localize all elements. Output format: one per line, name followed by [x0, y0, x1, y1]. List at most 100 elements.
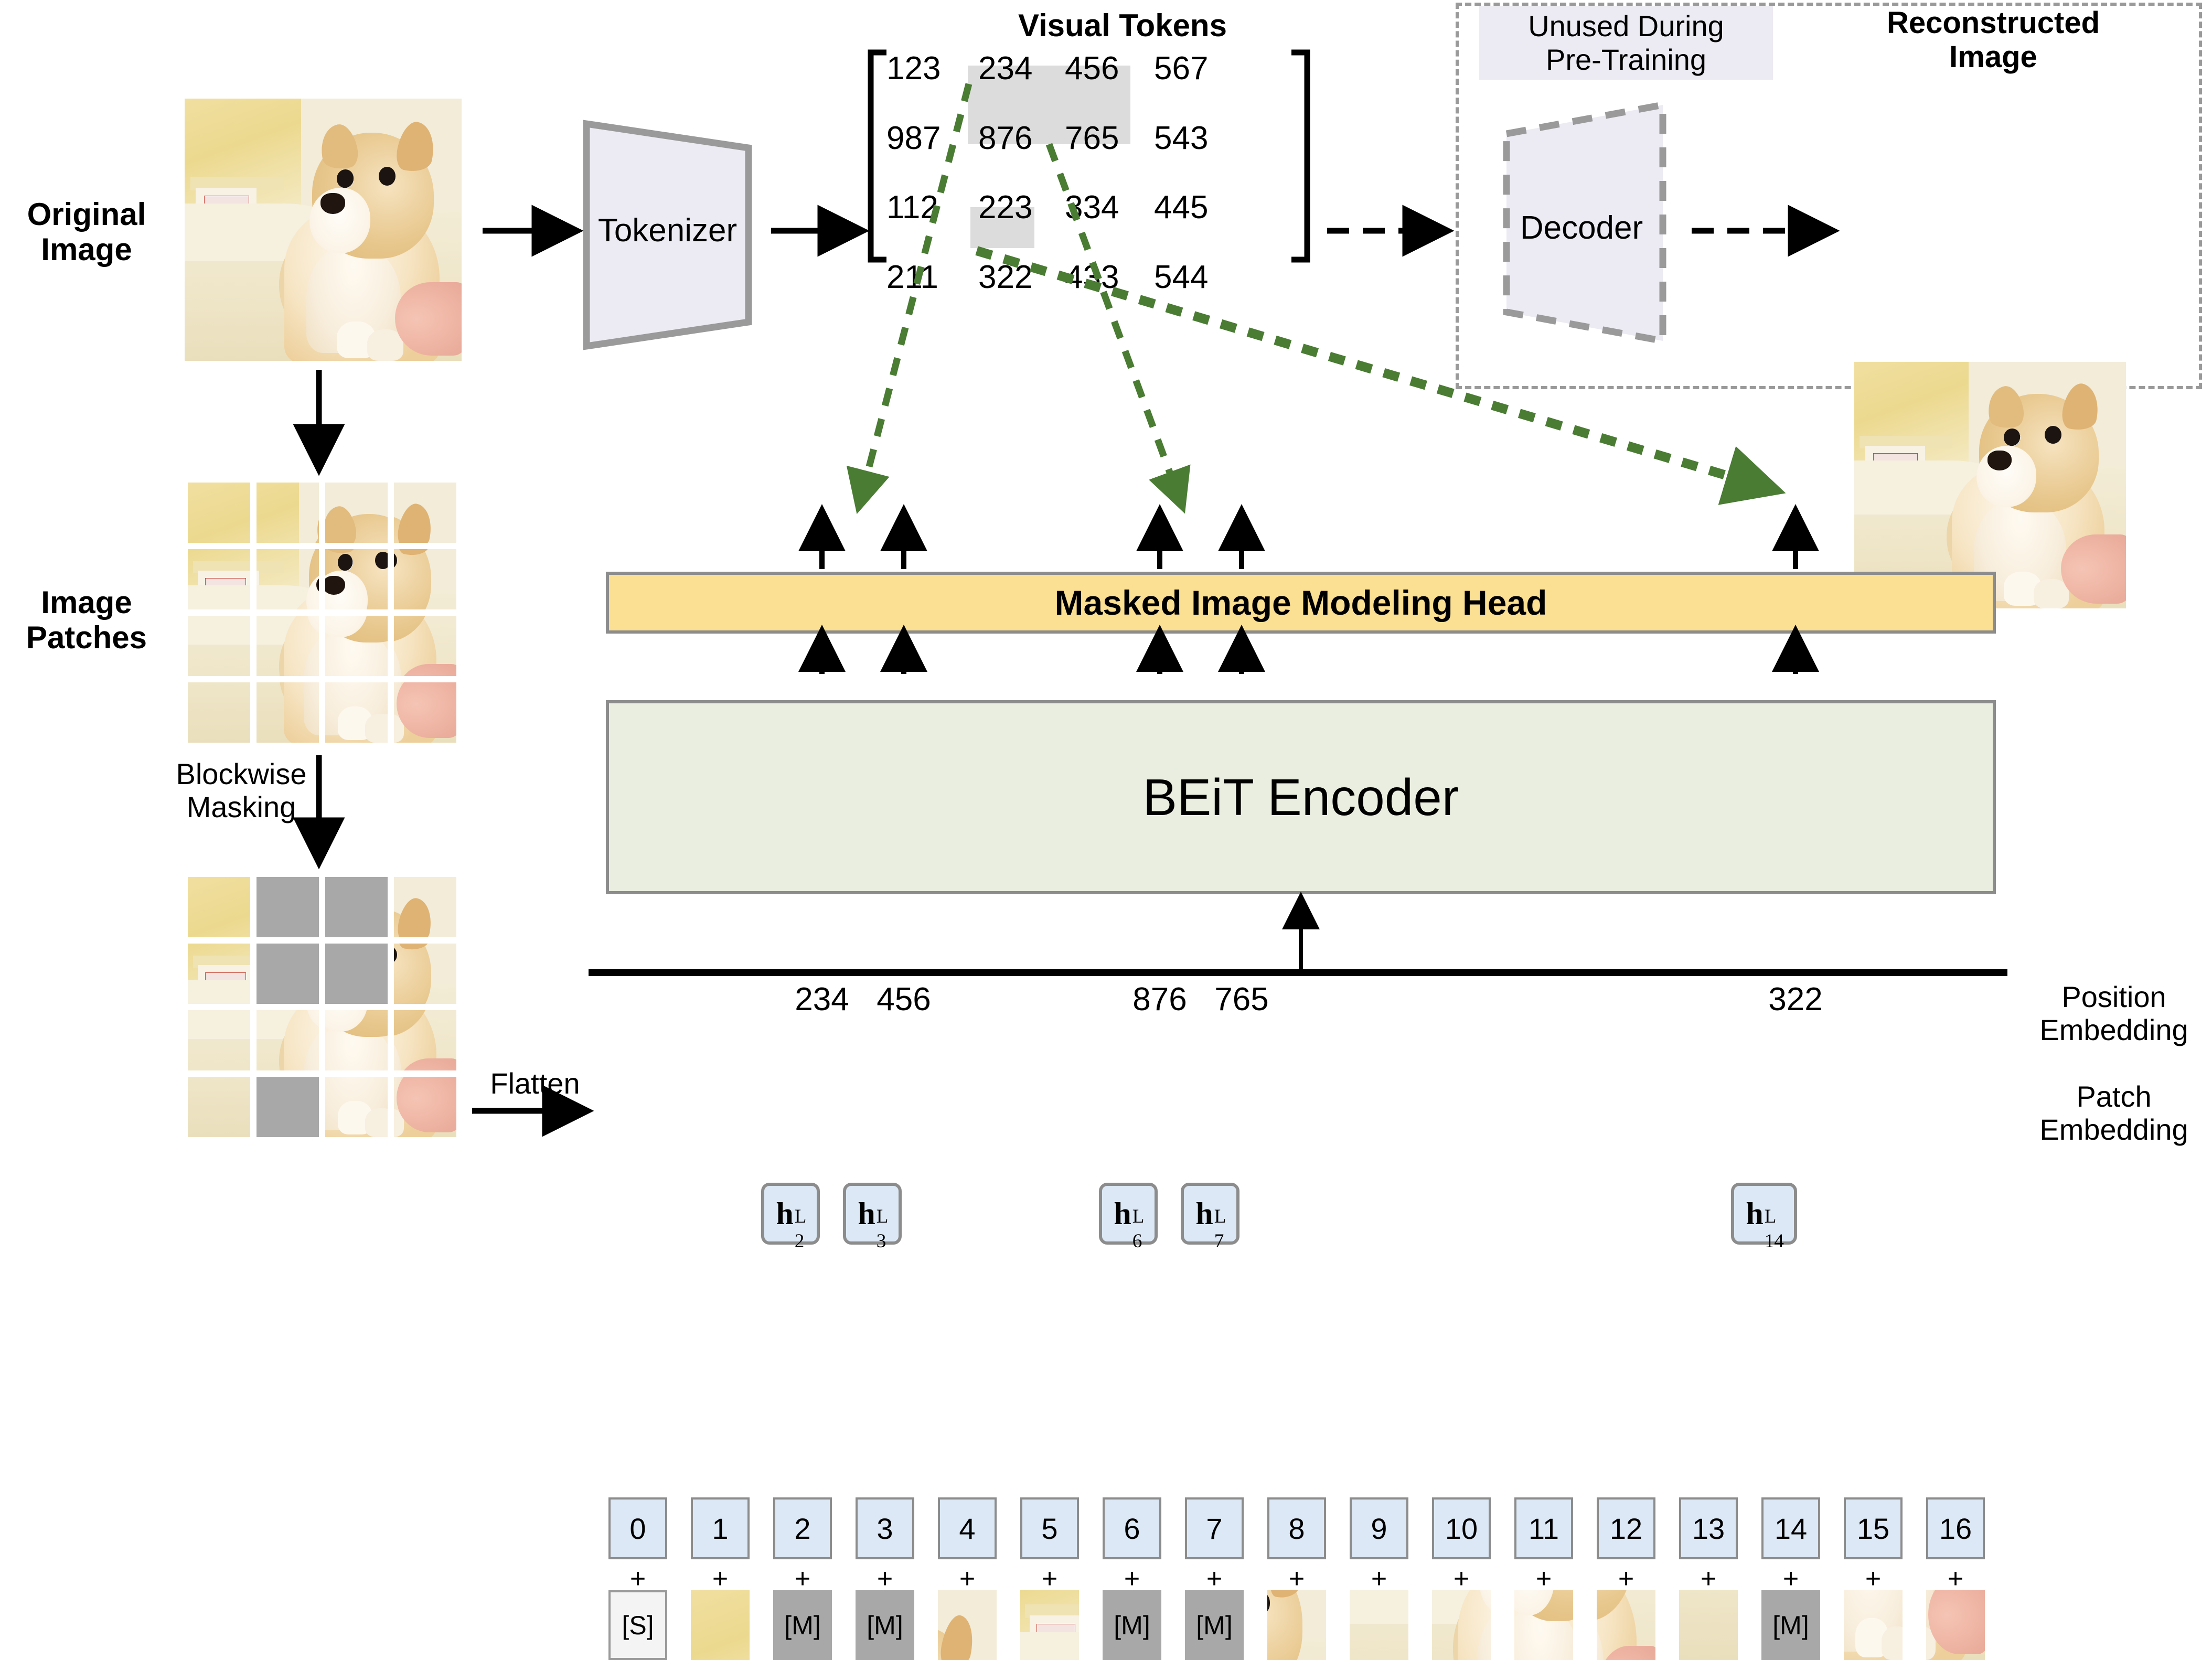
patch-embedding-image: [1020, 1590, 1079, 1660]
plus-sign: +: [1124, 1563, 1140, 1594]
position-embedding-cell: 11: [1514, 1497, 1573, 1559]
position-embedding-cell: 14: [1761, 1497, 1820, 1559]
visual-token-cell: 334: [1065, 189, 1119, 226]
plus-sign: +: [1618, 1563, 1634, 1594]
position-embedding-cell: 6: [1103, 1497, 1161, 1559]
image-patches-grid: [188, 483, 456, 743]
visual-token-cell: 456: [1065, 50, 1119, 87]
patch-embedding-mask: [M]: [1185, 1590, 1244, 1660]
patch-embedding-image: [1679, 1590, 1738, 1660]
plus-sign: +: [1782, 1563, 1799, 1594]
visual-token-cell: 322: [978, 259, 1033, 295]
visual-token-cell: 544: [1154, 259, 1209, 295]
image-patch: [394, 877, 456, 937]
patch-embedding-image: [1432, 1590, 1491, 1660]
plus-sign: +: [1371, 1563, 1387, 1594]
plus-sign: +: [629, 1563, 646, 1594]
position-embedding-cell: 15: [1844, 1497, 1903, 1559]
image-patch: [188, 877, 250, 937]
plus-sign: +: [1288, 1563, 1305, 1594]
position-embedding-cell: 13: [1679, 1497, 1738, 1559]
visual-tokens-matrix: 123 234 456 567 987 876 765 543 112 223 334 445 211 3…: [886, 50, 1275, 295]
masked-patches-grid: [188, 877, 456, 1137]
image-patch: [257, 682, 319, 743]
image-patch: [325, 1077, 388, 1137]
visual-token-cell: 987: [886, 120, 941, 156]
image-patch: [325, 549, 388, 609]
mim-head-box: Masked Image Modeling Head: [606, 572, 1996, 634]
mim-head-label: Masked Image Modeling Head: [1054, 583, 1547, 622]
plus-sign: +: [877, 1563, 893, 1594]
position-embedding-cell: 5: [1020, 1497, 1079, 1559]
decoder-label: Decoder: [1520, 210, 1643, 246]
token-highlight-cell: [970, 207, 1034, 248]
patch-embedding-image: [1844, 1590, 1903, 1660]
tokenizer-label: Tokenizer: [597, 212, 738, 249]
image-patch: [394, 944, 456, 1004]
visual-token-cell: 543: [1154, 120, 1209, 156]
visual-token-cell: 234: [978, 50, 1033, 87]
visual-token-cell: 433: [1065, 259, 1119, 295]
image-patch: [325, 616, 388, 676]
position-embedding-cell: 12: [1597, 1497, 1655, 1559]
image-patch: [257, 616, 319, 676]
image-patch: [394, 483, 456, 543]
position-embedding-cell: 9: [1350, 1497, 1408, 1559]
predicted-token: 322: [1768, 981, 1823, 1018]
position-embedding-cell: 16: [1926, 1497, 1985, 1559]
plus-sign: +: [712, 1563, 729, 1594]
position-embedding-cell: 3: [856, 1497, 914, 1559]
encoder-box: BEiT Encoder: [606, 700, 1996, 894]
image-patch: [188, 1010, 250, 1070]
patch-embedding-image: [1350, 1590, 1408, 1660]
image-patch: [188, 682, 250, 743]
image-patch: [394, 616, 456, 676]
predicted-token: 456: [877, 981, 931, 1018]
masked-patch: [257, 1077, 319, 1137]
unused-during-pretraining-label: Unused During Pre-Training: [1479, 6, 1773, 80]
image-patch: [257, 549, 319, 609]
visual-token-cell: 211: [886, 259, 938, 295]
plus-sign: +: [1453, 1563, 1470, 1594]
position-embedding-cell: 8: [1267, 1497, 1326, 1559]
visual-token-cell: 765: [1065, 120, 1119, 156]
image-patch: [257, 483, 319, 543]
visual-token-cell: 223: [978, 189, 1033, 226]
visual-token-cell: 445: [1154, 189, 1209, 226]
patch-embedding-image: [1926, 1590, 1985, 1660]
flatten-label: Flatten: [490, 1067, 580, 1100]
image-patch: [257, 1010, 319, 1070]
plus-sign: +: [1865, 1563, 1882, 1594]
masked-patch: [257, 944, 319, 1004]
plus-sign: +: [1041, 1563, 1058, 1594]
position-embedding-label: Position Embedding: [2039, 980, 2188, 1046]
masked-patch: [325, 944, 388, 1004]
patch-embedding-start-token: [S]: [608, 1590, 667, 1660]
blockwise-masking-label: Blockwise Masking: [176, 757, 307, 823]
position-embedding-cell: 7: [1185, 1497, 1244, 1559]
position-embedding-cell: 1: [691, 1497, 750, 1559]
reconstructed-image-label: Reconstructed Image: [1886, 6, 2100, 74]
masked-patch: [257, 877, 319, 937]
masked-patch: [325, 877, 388, 937]
visual-token-cell: 112: [886, 189, 938, 226]
visual-token-cell: 567: [1154, 50, 1209, 87]
visual-token-cell: 876: [978, 120, 1033, 156]
predicted-token: 234: [795, 981, 849, 1018]
patch-embedding-mask: [M]: [856, 1590, 914, 1660]
tokenizer-shape: [582, 120, 753, 350]
patch-embedding-label: Patch Embedding: [2039, 1080, 2188, 1146]
patch-embedding-mask: [M]: [773, 1590, 832, 1660]
predicted-token: 765: [1214, 981, 1269, 1018]
unused-region-box: [1456, 3, 2202, 389]
plus-sign: +: [1700, 1563, 1717, 1594]
reconstructed-image: [1854, 362, 2126, 608]
plus-sign: +: [794, 1563, 811, 1594]
original-image: [185, 99, 462, 361]
image-patch: [394, 1077, 456, 1137]
patch-embedding-mask: [M]: [1103, 1590, 1161, 1660]
